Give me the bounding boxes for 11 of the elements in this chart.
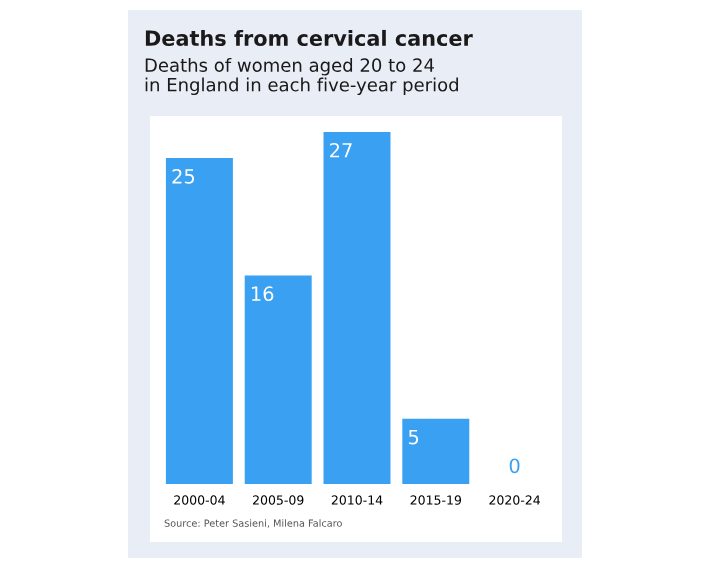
chart-title: Deaths from cervical cancer xyxy=(145,29,473,47)
data-label: 5 xyxy=(408,429,419,445)
data-label: 0 xyxy=(509,458,520,474)
bar xyxy=(323,132,391,484)
data-label: 27 xyxy=(330,142,352,158)
data-label: 16 xyxy=(251,286,274,302)
bar xyxy=(165,158,233,484)
chart-subtitle: Deaths of women aged 20 to 24 in England in each five-year period xyxy=(145,58,458,96)
bar xyxy=(244,275,312,484)
bar xyxy=(402,418,470,484)
data-label: 25 xyxy=(172,168,195,184)
